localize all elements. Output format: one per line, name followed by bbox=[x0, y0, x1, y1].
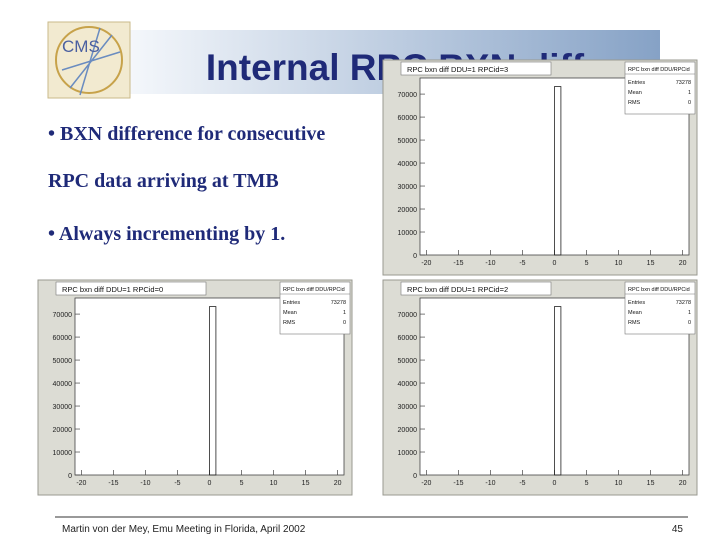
x-tick-label: 10 bbox=[615, 260, 623, 267]
title-box bbox=[400, 61, 552, 76]
bullet: • BXN difference for consecutive bbox=[48, 123, 325, 145]
logo-text: CMS bbox=[62, 37, 100, 56]
histogram-panel: 0 10000 20000 30000 40000 50000 60000 70000 -20 -… bbox=[382, 279, 698, 496]
x-tick-label: 0 bbox=[553, 480, 557, 487]
x-tick-label: 5 bbox=[585, 480, 589, 487]
y-tick-label: 20000 bbox=[53, 427, 73, 434]
stats-label: Entries bbox=[628, 80, 645, 86]
x-tick-label: -15 bbox=[453, 480, 463, 487]
stats-label: RMS bbox=[628, 100, 641, 106]
histogram-panel: 0 10000 20000 30000 40000 50000 60000 70000 -20 -… bbox=[382, 59, 698, 276]
stats-value: 73278 bbox=[331, 300, 346, 306]
y-tick-label: 0 bbox=[413, 473, 417, 480]
stats-label: Entries bbox=[628, 300, 645, 306]
y-tick-label: 30000 bbox=[398, 404, 418, 411]
x-tick-label: 20 bbox=[679, 260, 687, 267]
y-tick-label: 20000 bbox=[398, 207, 418, 214]
stats-value: 1 bbox=[688, 310, 691, 316]
x-tick-label: 20 bbox=[334, 480, 342, 487]
histogram-bar bbox=[554, 86, 562, 256]
plot-title: RPC bxn diff DDU=1 RPCid=2 bbox=[407, 285, 508, 294]
x-tick-label: 20 bbox=[679, 480, 687, 487]
stats-value: 73278 bbox=[676, 80, 691, 86]
y-tick-label: 30000 bbox=[53, 404, 73, 411]
y-tick-label: 40000 bbox=[398, 381, 418, 388]
x-tick-label: 0 bbox=[208, 480, 212, 487]
stats-title: RPC bxn diff DDU/RPCid bbox=[628, 67, 690, 73]
stats-label: Mean bbox=[628, 90, 642, 96]
logo-tracks bbox=[61, 27, 121, 96]
y-tick-label: 50000 bbox=[53, 358, 73, 365]
stats-value: 0 bbox=[688, 320, 691, 326]
y-tick-label: 40000 bbox=[53, 381, 73, 388]
y-tick-label: 70000 bbox=[398, 92, 418, 99]
y-tick-label: 60000 bbox=[398, 115, 418, 122]
plots: 010000200003000040000500006000070000-20-… bbox=[37, 59, 698, 496]
y-tick-label: 70000 bbox=[398, 312, 418, 319]
x-tick-label: -15 bbox=[108, 480, 118, 487]
y-tick-label: 50000 bbox=[398, 138, 418, 145]
bullet: • Always incrementing by 1. bbox=[48, 223, 285, 245]
y-tick-label: 60000 bbox=[398, 335, 418, 342]
x-tick-label: -20 bbox=[421, 480, 431, 487]
x-tick-label: 5 bbox=[585, 260, 589, 267]
x-tick-label: -15 bbox=[453, 260, 463, 267]
stats-value: 1 bbox=[688, 90, 691, 96]
x-tick-label: -5 bbox=[174, 480, 180, 487]
x-tick-label: 15 bbox=[302, 480, 310, 487]
histogram-bar bbox=[209, 306, 217, 476]
x-tick-label: 5 bbox=[240, 480, 244, 487]
stats-label: RMS bbox=[628, 320, 641, 326]
x-tick-label: 15 bbox=[647, 480, 655, 487]
stats-title: RPC bxn diff DDU/RPCid bbox=[628, 287, 690, 293]
y-tick-label: 20000 bbox=[398, 427, 418, 434]
footer-text: Martin von der Mey, Emu Meeting in Flori… bbox=[62, 524, 306, 535]
y-tick-label: 30000 bbox=[398, 184, 418, 191]
stats-label: Mean bbox=[628, 310, 642, 316]
y-tick-label: 10000 bbox=[53, 450, 73, 457]
plot-title: RPC bxn diff DDU=1 RPCid=3 bbox=[407, 65, 508, 74]
x-tick-label: -20 bbox=[76, 480, 86, 487]
x-tick-label: 15 bbox=[647, 260, 655, 267]
stats-value: 0 bbox=[688, 100, 691, 106]
plot-title: RPC bxn diff DDU=1 RPCid=0 bbox=[62, 285, 163, 294]
stats-value: 1 bbox=[343, 310, 346, 316]
y-tick-label: 70000 bbox=[53, 312, 73, 319]
title-box bbox=[55, 281, 207, 296]
stats-title: RPC bxn diff DDU/RPCid bbox=[283, 287, 345, 293]
y-tick-label: 0 bbox=[413, 253, 417, 260]
stats-box bbox=[624, 61, 696, 115]
x-tick-label: -10 bbox=[140, 480, 150, 487]
y-tick-label: 10000 bbox=[398, 450, 418, 457]
y-tick-label: 10000 bbox=[398, 230, 418, 237]
stats-label: RMS bbox=[283, 320, 296, 326]
x-tick-label: -5 bbox=[519, 480, 525, 487]
logo bbox=[47, 21, 131, 99]
stats-label: Mean bbox=[283, 310, 297, 316]
histogram-bar bbox=[554, 306, 562, 476]
stats-value: 0 bbox=[343, 320, 346, 326]
histogram-panel: 0 10000 20000 30000 40000 50000 60000 70000 -20 -… bbox=[37, 279, 353, 496]
stats-box bbox=[279, 281, 351, 335]
bullet: RPC data arriving at TMB bbox=[48, 170, 279, 192]
x-tick-label: -5 bbox=[519, 260, 525, 267]
y-tick-label: 40000 bbox=[398, 161, 418, 168]
y-tick-label: 0 bbox=[68, 473, 72, 480]
x-tick-label: 10 bbox=[615, 480, 623, 487]
stats-label: Entries bbox=[283, 300, 300, 306]
x-tick-label: -10 bbox=[485, 260, 495, 267]
page-number: 45 bbox=[672, 524, 684, 535]
x-tick-label: -10 bbox=[485, 480, 495, 487]
stats-value: 73278 bbox=[676, 300, 691, 306]
x-tick-label: 0 bbox=[553, 260, 557, 267]
x-tick-label: 10 bbox=[270, 480, 278, 487]
y-tick-label: 50000 bbox=[398, 358, 418, 365]
stats-box bbox=[624, 281, 696, 335]
y-tick-label: 60000 bbox=[53, 335, 73, 342]
title-box bbox=[400, 281, 552, 296]
logo-ring bbox=[55, 26, 123, 94]
x-tick-label: -20 bbox=[421, 260, 431, 267]
